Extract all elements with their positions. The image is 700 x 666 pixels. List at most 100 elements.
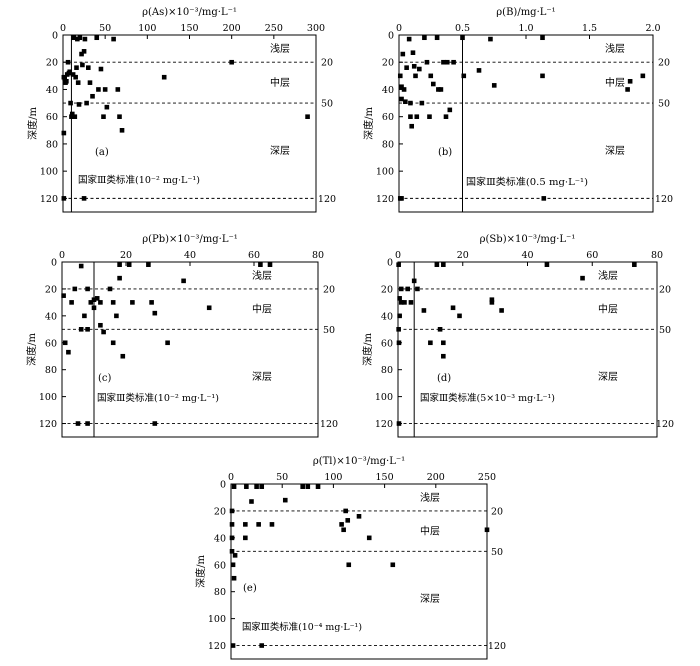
panel-e-zone-depth-label: 20 xyxy=(491,506,503,517)
panel-e-data-point xyxy=(345,518,351,523)
panel-b-data-point xyxy=(444,59,450,65)
panel-c-data-point xyxy=(117,262,122,267)
panel-b-data-point xyxy=(411,64,417,69)
panel-b-zone-name: 深层 xyxy=(605,145,625,157)
panel-b-zone-depth-label: 20 xyxy=(658,58,670,69)
panel-a-zone-depth-label: 120 xyxy=(318,194,336,205)
panel-a-data-point xyxy=(94,35,100,41)
panel-c-y-axis-title: 深度/m xyxy=(25,333,38,366)
panel-d-xtick-label: 0 xyxy=(395,250,401,261)
panel-b-data-point xyxy=(397,73,403,79)
panel-b-data-point xyxy=(414,114,420,119)
panel-a-data-point xyxy=(76,102,82,107)
panel-b-data-point xyxy=(540,35,545,41)
panel-e-ytick-label: 20 xyxy=(214,506,226,517)
panel-b-data-point xyxy=(413,73,418,79)
panel-b-data-point xyxy=(541,196,547,201)
panel-a-data-point xyxy=(70,72,76,77)
panel-b-data-point xyxy=(491,83,497,88)
panel-a-xtick-label: 250 xyxy=(265,23,283,34)
panel-b-ytick-label: 40 xyxy=(382,85,394,96)
panel-d-data-point xyxy=(396,262,401,267)
panel-a-data-point xyxy=(96,87,101,92)
panel-d-xtick-label: 20 xyxy=(457,250,469,261)
panel-a-panel-label: (a) xyxy=(95,147,109,158)
panel-c-xtick-label: 40 xyxy=(184,250,196,261)
panel-e-xtick-label: 50 xyxy=(276,472,288,483)
panel-c-data-point xyxy=(146,262,151,267)
panel-c-ytick-label: 20 xyxy=(45,284,57,295)
panel-e-data-point xyxy=(244,484,249,489)
panel-d-data-point xyxy=(437,327,443,332)
panel-a-data-point xyxy=(69,114,74,119)
panel-a-ytick-label: 120 xyxy=(40,194,58,205)
panel-d-xtick-label: 60 xyxy=(586,250,598,261)
panel-c-ytick-label: 80 xyxy=(45,365,57,376)
panel-b-ytick-label: 120 xyxy=(376,194,394,205)
panel-c-panel-label: (c) xyxy=(98,373,112,384)
panel-b-data-point xyxy=(430,81,436,87)
panel-a-data-point xyxy=(79,51,84,57)
panel-e-ytick-label: 80 xyxy=(214,587,226,598)
panel-d-ytick-label: 60 xyxy=(381,338,393,349)
panel-c-data-point xyxy=(66,349,71,355)
panel-e-data-point xyxy=(366,535,372,541)
panel-d-zone-name: 浅层 xyxy=(598,269,618,282)
panel-a-data-point xyxy=(67,69,73,75)
panel-a-data-point xyxy=(61,130,67,136)
panel-e-data-point xyxy=(341,527,346,533)
panel-b-data-point xyxy=(434,35,440,41)
panel-e-ytick-label: 40 xyxy=(214,533,226,544)
panel-a-data-point xyxy=(305,114,310,119)
panel-b-data-point xyxy=(401,87,407,92)
panel-c-zone-name: 中层 xyxy=(252,303,272,316)
panel-e-ytick-label: 60 xyxy=(214,560,226,571)
panel-e-data-point xyxy=(229,522,235,527)
panel-b-zone-name: 中层 xyxy=(605,76,625,89)
panel-a-xtick-label: 0 xyxy=(60,23,66,34)
panel-a-data-point xyxy=(71,35,77,41)
panel-d-data-point xyxy=(405,286,411,292)
panel-d-data-point xyxy=(398,300,404,305)
panel-b-xtick-label: 1.0 xyxy=(518,23,533,34)
panel-d-data-point xyxy=(396,327,401,332)
panel-c-data-point xyxy=(98,322,103,328)
panel-e-data-point xyxy=(229,535,235,541)
panel-b-ytick-label: 60 xyxy=(382,112,394,123)
panel-b-data-point xyxy=(403,99,408,105)
panel-d-x-axis-title: ρ(Sb)×10⁻³/mg·L⁻¹ xyxy=(480,234,576,245)
panel-a-data-point xyxy=(81,196,87,201)
panel-c-data-point xyxy=(126,262,132,267)
panel-c-zone-name: 深层 xyxy=(252,371,272,383)
panel-e-data-point xyxy=(343,508,348,514)
panel-a-data-point xyxy=(74,65,79,70)
panel-d-data-point xyxy=(450,305,456,311)
panel-d-standard-label: 国家Ⅲ类标准(5×10⁻³ mg·L⁻¹) xyxy=(420,392,555,404)
panel-b-data-point xyxy=(406,36,412,42)
panel-e-xtick-label: 100 xyxy=(324,472,342,483)
panel-e-data-point xyxy=(305,484,311,489)
panel-d-ytick-label: 0 xyxy=(387,258,393,269)
panel-e-data-point xyxy=(231,575,237,581)
panel-c-data-point xyxy=(82,313,87,319)
panel-a-data-point xyxy=(82,36,88,42)
panel-a-data-point xyxy=(65,59,71,65)
panel-b-data-point xyxy=(640,73,646,79)
panel-a-data-point xyxy=(161,74,167,80)
panel-b-xtick-label: 0.5 xyxy=(455,23,470,34)
panel-a-standard-label: 国家Ⅲ类标准(10⁻² mg·L⁻¹) xyxy=(78,174,200,186)
panel-e-data-point xyxy=(282,497,288,503)
panel-d-ytick-label: 80 xyxy=(381,365,393,376)
panel-a-ytick-label: 0 xyxy=(52,31,58,42)
panel-a-data-point xyxy=(86,65,91,70)
panel-e-panel-label: (e) xyxy=(243,583,257,594)
panel-b-data-point xyxy=(476,68,482,73)
panel-a-data-point xyxy=(75,80,81,85)
panel-c-data-point xyxy=(181,278,186,284)
panel-d-data-point xyxy=(499,308,504,313)
panel-d-data-point xyxy=(397,313,402,319)
panel-c-xtick-label: 60 xyxy=(248,250,260,261)
panel-c-data-point xyxy=(117,275,122,281)
panel-d-zone-depth-label: 50 xyxy=(659,325,671,336)
